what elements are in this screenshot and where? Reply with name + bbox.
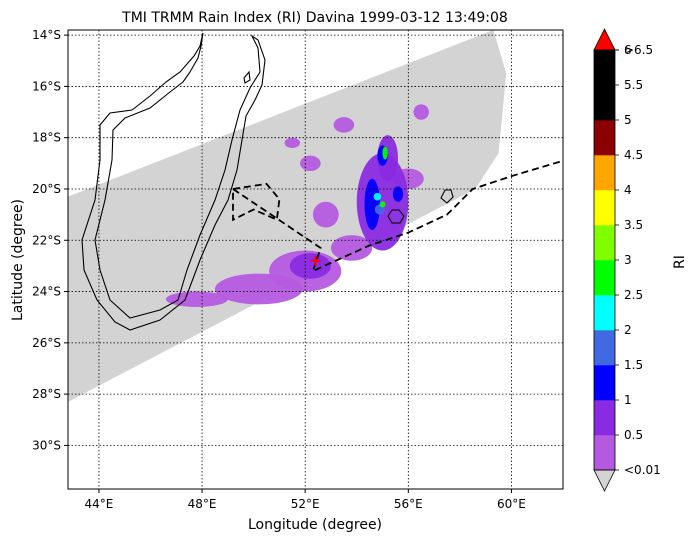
y-tick-label: 14°S — [32, 28, 61, 42]
colorbar-tick-label: 2.5 — [624, 288, 643, 302]
colorbar-bin — [594, 50, 615, 86]
colorbar: <0.01 0.5 1 1.5 2 2.5 3 3.5 4 4.5 5 5.5 6>6.5 — [593, 28, 661, 492]
rain-cell — [312, 201, 339, 228]
colorbar-tick-label: 5 — [624, 113, 632, 127]
colorbar-tick-label: 4 — [624, 183, 632, 197]
y-tick-label: 30°S — [32, 438, 61, 452]
rain-cell — [214, 273, 303, 305]
colorbar-bin — [594, 120, 615, 156]
colorbar-bin — [594, 365, 615, 401]
x-tick-label: 56°E — [394, 497, 423, 511]
colorbar-label: RI — [672, 255, 688, 269]
x-tick-label: 60°E — [497, 497, 526, 511]
colorbar-bin — [594, 295, 615, 331]
y-axis-label: Latitude (degree) — [10, 199, 26, 321]
colorbar-tick-label: 1.5 — [624, 358, 643, 372]
storm-track — [232, 159, 563, 273]
plot-frame — [67, 29, 564, 490]
rain-cell — [379, 201, 386, 208]
satellite-swath — [68, 30, 507, 402]
rain-cell — [373, 192, 382, 201]
rain-cell — [165, 291, 228, 307]
chart-title: TMI TRMM Rain Index (RI) Davina 1999-03-… — [121, 10, 508, 26]
y-tick-label: 18°S — [32, 131, 61, 145]
colorbar-tick-label: 3.5 — [624, 218, 643, 232]
y-tick-label: 22°S — [32, 233, 61, 247]
y-tick-label: 20°S — [32, 182, 61, 196]
rain-cell — [284, 137, 301, 148]
colorbar-tick-label: >6.5 — [624, 43, 653, 57]
colorbar-tick-label: 4.5 — [624, 148, 643, 162]
colorbar-bin — [594, 85, 615, 121]
colorbar-tick-label: 3 — [624, 253, 632, 267]
colorbar-bin — [594, 330, 615, 366]
rain-cell — [382, 146, 388, 160]
rain-cell — [300, 155, 321, 172]
island-mauritius — [440, 189, 454, 204]
colorbar-bin — [594, 400, 615, 436]
storm-center-marker — [310, 255, 321, 266]
coastline-madagascar — [81, 32, 266, 331]
rain-cell — [364, 178, 380, 231]
colorbar-over-arrow — [593, 28, 616, 51]
grid-lines — [68, 30, 563, 489]
colorbar-bin — [594, 190, 615, 226]
map-plot-area — [67, 29, 564, 490]
island-reunion — [387, 209, 405, 224]
colorbar-bin — [594, 225, 615, 261]
rain-cell — [413, 104, 429, 120]
y-tick-label: 16°S — [32, 79, 61, 93]
colorbar-tick-label: 0.5 — [624, 428, 643, 442]
colorbar-tick-label: <0.01 — [624, 463, 661, 477]
rain-cell — [289, 253, 331, 279]
rain-cell — [392, 186, 404, 202]
x-axis-label: Longitude (degree) — [248, 517, 382, 533]
colorbar-under-arrow — [593, 469, 616, 492]
y-tick-label: 26°S — [32, 336, 61, 350]
colorbar-bin — [594, 435, 615, 471]
colorbar-bin — [594, 155, 615, 191]
colorbar-tick-label: 5.5 — [624, 78, 643, 92]
colorbar-bin — [594, 260, 615, 296]
y-tick-label: 28°S — [32, 387, 61, 401]
colorbar-tick-label: 2 — [624, 323, 632, 337]
x-tick-label: 52°E — [291, 497, 320, 511]
colorbar-tick-label: 6 — [624, 43, 632, 57]
y-axis-ticks: 14°S 16°S 18°S 20°S 22°S 24°S 26°S 28°S 30°S — [32, 28, 68, 452]
x-tick-label: 48°E — [188, 497, 217, 511]
x-axis-ticks: 44°E 48°E 52°E 56°E 60°E — [85, 489, 526, 511]
rain-cell — [333, 117, 355, 133]
coastline-madagascar-north-island — [243, 70, 251, 84]
x-tick-label: 44°E — [85, 497, 114, 511]
rain-cell — [330, 235, 373, 261]
colorbar-tick-label: 1 — [624, 393, 632, 407]
y-tick-label: 24°S — [32, 285, 61, 299]
